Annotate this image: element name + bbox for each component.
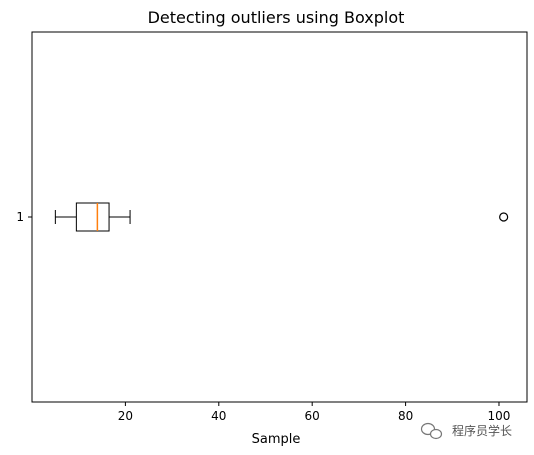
x-axis-label: Sample	[252, 432, 301, 447]
x-tick-label: 80	[398, 409, 413, 423]
x-tick-label: 100	[488, 409, 511, 423]
x-axis-ticks: 20 40 60 80 100	[118, 402, 511, 423]
chart-title: Detecting outliers using Boxplot	[148, 8, 405, 27]
y-tick-label: 1	[16, 210, 24, 224]
wechat-logo-icon	[420, 422, 443, 440]
x-tick-label: 40	[211, 409, 226, 423]
x-tick-label: 20	[118, 409, 133, 423]
plot-area-frame	[31, 31, 528, 403]
y-axis-ticks: 1	[16, 210, 32, 224]
box-series	[54, 202, 509, 232]
outlier-point	[499, 212, 509, 222]
x-tick-label: 60	[305, 409, 320, 423]
box-iqr	[75, 202, 110, 232]
watermark: 程序员学长	[420, 422, 512, 440]
watermark-text: 程序员学长	[452, 423, 512, 438]
